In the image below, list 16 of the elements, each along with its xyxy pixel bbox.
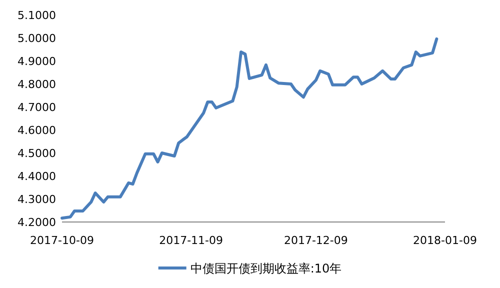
y-tick-label: 4.2000 [18, 216, 56, 229]
y-tick-label: 5.0000 [18, 32, 56, 45]
x-tick-label: 2017-10-09 [30, 234, 94, 247]
y-tick-label: 4.3000 [18, 193, 56, 206]
x-tick-label: 2018-01-09 [413, 234, 477, 247]
legend-label: 中债国开债到期收益率:10年 [190, 262, 342, 276]
line-series [60, 37, 438, 220]
y-tick-label: 4.6000 [18, 124, 56, 137]
y-tick-label: 4.4000 [18, 170, 56, 183]
y-tick-label: 5.1000 [18, 9, 56, 22]
y-tick-label: 4.8000 [18, 78, 56, 91]
x-tick-label: 2017-11-09 [159, 234, 224, 247]
x-tick-label: 2017-12-09 [284, 234, 348, 247]
y-tick-label: 4.9000 [18, 55, 56, 68]
y-tick-label: 4.5000 [18, 147, 56, 160]
y-tick-label: 4.7000 [18, 101, 56, 114]
